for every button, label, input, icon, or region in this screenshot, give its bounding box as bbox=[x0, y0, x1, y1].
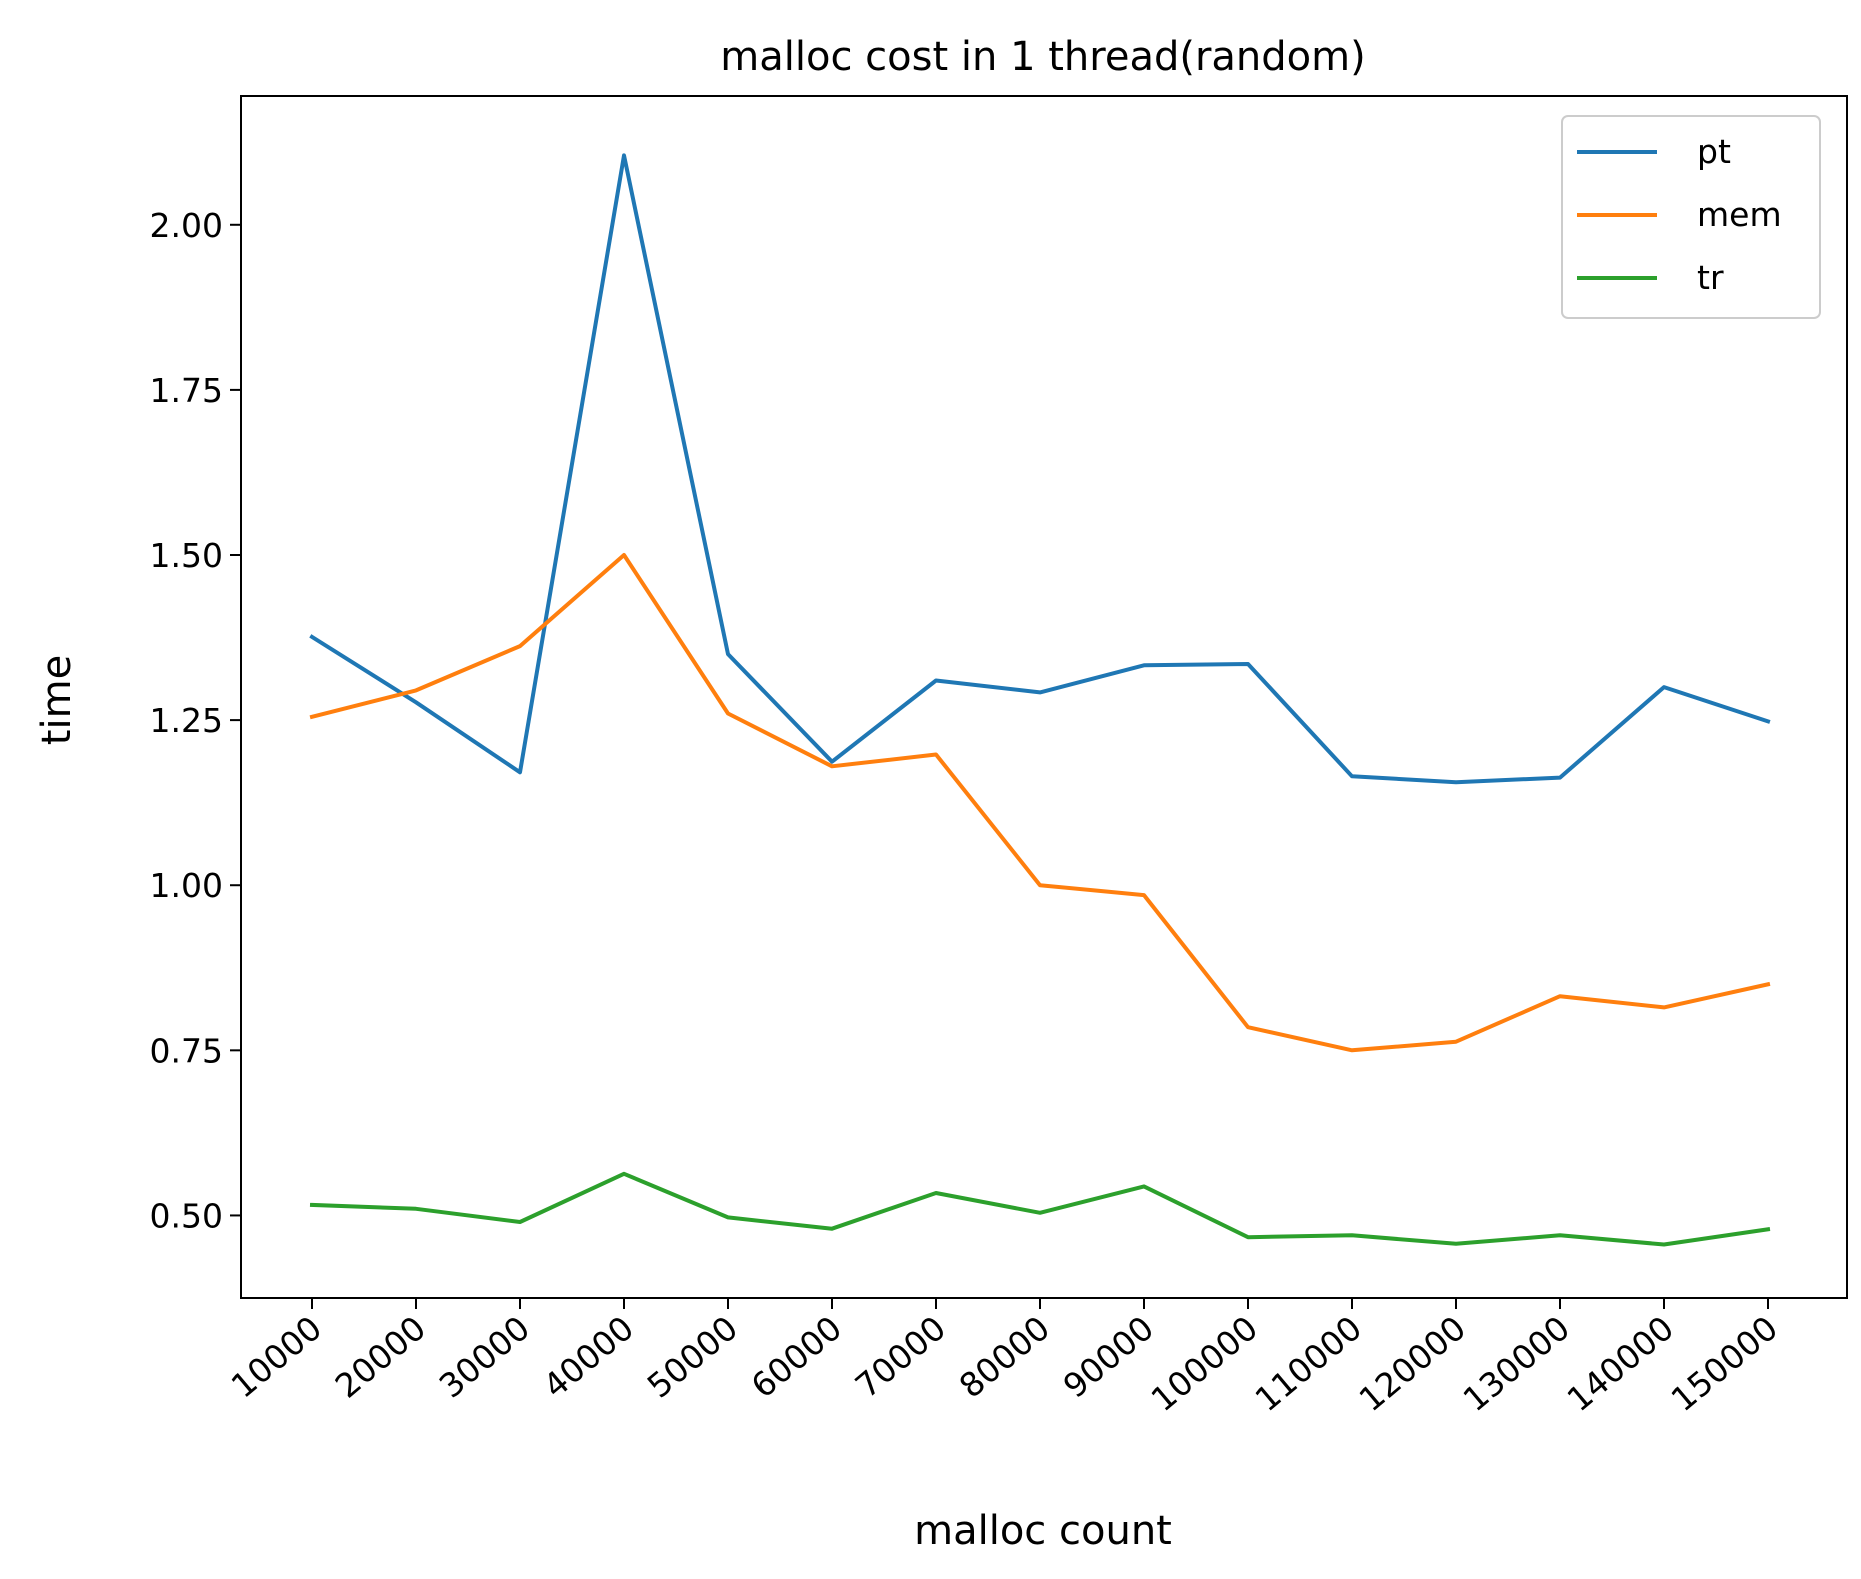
x-tick-label: 150000 bbox=[1664, 1308, 1786, 1419]
x-axis: 1000020000300004000050000600007000080000… bbox=[224, 1298, 1785, 1419]
y-tick-label: 0.75 bbox=[150, 1031, 223, 1070]
y-tick-label: 1.00 bbox=[150, 866, 223, 905]
plot-frame bbox=[240, 95, 1848, 1299]
x-tick-label: 120000 bbox=[1352, 1308, 1474, 1419]
x-tick-label: 100000 bbox=[1144, 1308, 1266, 1419]
x-tick-label: 140000 bbox=[1560, 1308, 1682, 1419]
legend-box bbox=[1561, 115, 1821, 319]
y-axis-label: time bbox=[34, 655, 80, 745]
y-tick-label: 0.50 bbox=[150, 1196, 223, 1235]
x-tick-label: 40000 bbox=[536, 1308, 641, 1405]
y-tick-label: 2.00 bbox=[150, 206, 223, 245]
series-group bbox=[309, 153, 1771, 1247]
y-axis: 0.50 0.75 1.00 1.25 1.50 1.75 2.00 bbox=[150, 206, 241, 1235]
x-tick-label: 30000 bbox=[432, 1308, 537, 1405]
y-tick-label: 1.75 bbox=[150, 371, 223, 410]
x-tick-label: 10000 bbox=[224, 1308, 329, 1405]
series-line-mem bbox=[309, 553, 1771, 1053]
x-axis-label: malloc count bbox=[914, 1508, 1172, 1554]
series-line-pt bbox=[309, 153, 1771, 785]
x-tick-label: 20000 bbox=[328, 1308, 433, 1405]
legend-label-tr: tr bbox=[1697, 258, 1724, 297]
x-tick-label: 80000 bbox=[952, 1308, 1057, 1405]
y-tick-label: 1.25 bbox=[150, 701, 223, 740]
series-line-tr bbox=[309, 1171, 1771, 1247]
x-tick-label: 130000 bbox=[1456, 1308, 1578, 1419]
y-tick-label: 1.50 bbox=[150, 536, 223, 575]
legend-label-pt: pt bbox=[1697, 132, 1731, 171]
legend: pt mem tr bbox=[1561, 115, 1821, 319]
x-tick-label: 50000 bbox=[640, 1308, 745, 1405]
x-tick-label: 110000 bbox=[1248, 1308, 1370, 1419]
chart-title: malloc cost in 1 thread(random) bbox=[720, 34, 1365, 80]
x-tick-label: 60000 bbox=[744, 1308, 849, 1405]
x-tick-label: 70000 bbox=[848, 1308, 953, 1405]
legend-label-mem: mem bbox=[1697, 195, 1782, 234]
